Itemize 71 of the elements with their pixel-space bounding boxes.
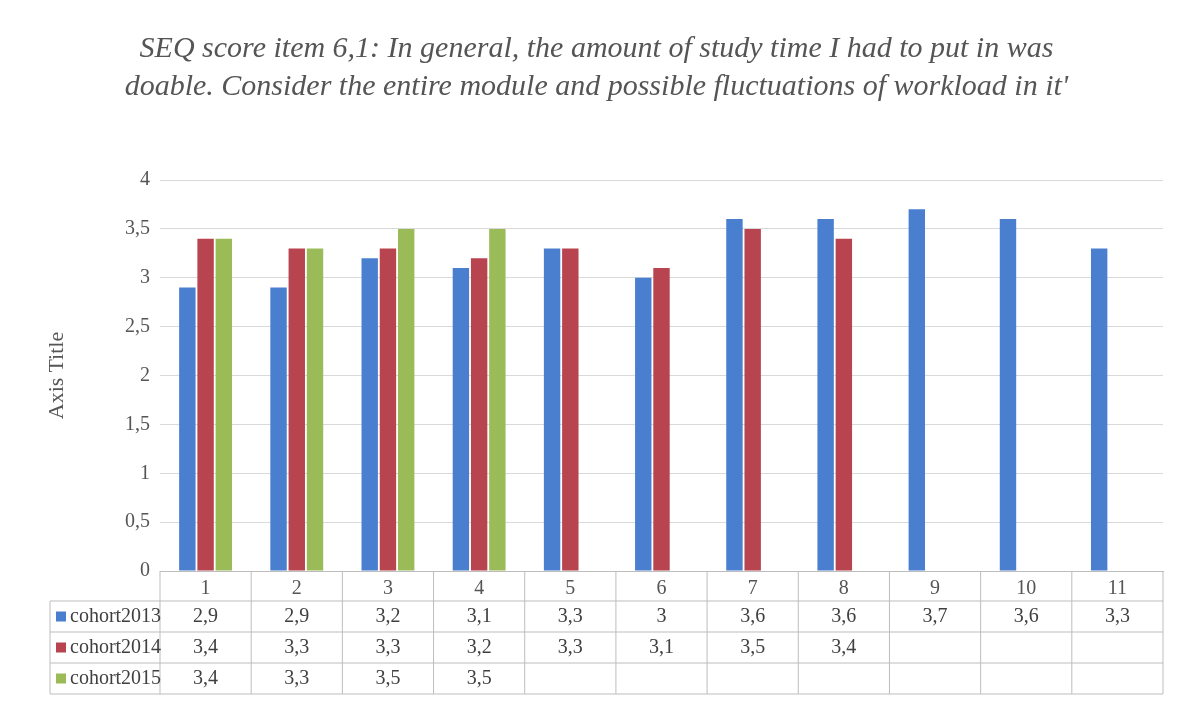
bar [562,248,579,571]
data-label: 3 [656,603,667,626]
bar [635,277,652,571]
x-tick-label: 2 [291,576,302,599]
data-label: 3,6 [831,603,857,626]
bar [270,287,287,571]
bar [908,209,926,571]
data-label: 3,6 [740,603,766,626]
data-label: 3,3 [557,603,583,626]
bar [1090,248,1108,571]
bar [306,248,324,571]
y-tick-label: 1,5 [125,411,150,434]
legend-label: cohort2014 [70,634,162,657]
y-tick-label: 0 [140,558,150,581]
x-tick-label: 9 [930,576,941,599]
data-label: 2,9 [193,603,219,626]
data-label: 3,3 [1104,603,1130,626]
x-tick-label: 5 [565,576,576,599]
bar [653,267,670,571]
x-tick-label: 4 [474,576,485,599]
data-label: 3,4 [193,634,219,657]
bar [726,219,743,571]
bar [215,238,233,571]
bar [744,228,761,571]
x-tick-label: 8 [838,576,849,599]
bar [489,228,506,571]
bar [817,219,834,571]
y-tick-label: 0,5 [125,509,150,532]
data-label: 3,3 [284,665,310,688]
bar [179,287,196,571]
y-tick-label: 2 [140,362,150,385]
x-tick-label: 10 [1016,576,1037,599]
bar [288,248,305,571]
data-label: 3,6 [1013,603,1039,626]
y-axis-title: Axis Title [42,331,68,420]
x-tick-label: 7 [747,576,758,599]
y-tick-label: 3,5 [125,216,150,239]
legend-label: cohort2013 [70,603,162,626]
chart-title: SEQ score item 6,1: In general, the amount of study time I had to put in was doable. Consider the entire module and possible fluctuations of workload in it' [123,29,1070,103]
data-label: 3,1 [649,634,674,657]
x-tick-label: 3 [382,576,393,599]
legend-label: cohort2015 [70,665,162,688]
y-tick-label: 1 [140,460,150,483]
data-label: 3,5 [375,665,401,688]
bar [197,238,214,571]
bar [379,248,397,571]
x-tick-label: 11 [1107,576,1128,599]
y-tick-label: 4 [140,167,150,190]
data-label: 3,3 [375,634,401,657]
bar [543,248,561,571]
data-label: 3,4 [831,634,857,657]
bar [361,258,378,571]
y-tick-label: 3 [140,265,150,287]
bar [452,267,470,571]
data-label: 3,1 [466,603,492,626]
data-label: 3,4 [193,665,219,688]
data-label: 2,9 [284,603,310,626]
bar [470,258,488,571]
x-tick-label: 1 [200,576,211,599]
y-tick-label: 2,5 [125,313,150,336]
data-label: 3,2 [375,603,401,626]
data-label: 3,5 [466,665,492,688]
data-label: 3,7 [922,603,948,626]
bar [999,219,1017,571]
bar [835,238,853,571]
x-tick-label: 6 [656,576,667,599]
data-label: 3,2 [466,634,492,657]
bar [397,228,415,571]
data-label: 3,3 [557,634,583,657]
data-label: 3,3 [284,634,310,657]
data-label: 3,5 [740,634,766,657]
